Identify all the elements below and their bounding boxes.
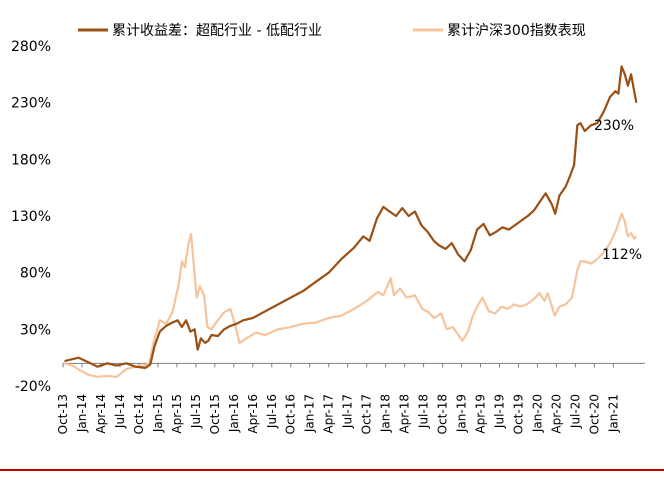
x-axis-ticks: Oct-13 Jan-14 Apr-14 Jul-14 Oct-14 Jan-15 Apr-… — [56, 363, 620, 434]
x-tick-label: Jan-19 — [455, 394, 469, 433]
x-tick-label: Jan-17 — [303, 394, 317, 433]
y-tick-label: 230% — [11, 96, 51, 112]
x-tick-label: Oct-16 — [284, 394, 298, 434]
x-tick-label: Jul-15 — [189, 394, 203, 429]
x-tick-label: Jan-21 — [606, 394, 620, 433]
x-tick-label: Oct-17 — [360, 394, 374, 434]
plot-area: 230% 112% — [63, 65, 645, 378]
x-tick-label: Jul-14 — [113, 394, 127, 429]
x-tick-label: Jan-16 — [227, 394, 241, 433]
y-tick-label: 280% — [11, 39, 51, 55]
x-tick-label: Oct-14 — [132, 394, 146, 434]
x-tick-label: Oct-13 — [56, 394, 70, 434]
x-tick-label: Apr-18 — [398, 394, 412, 434]
y-tick-label: 80% — [20, 266, 51, 282]
x-tick-label: Jul-19 — [493, 394, 507, 429]
x-tick-label: Apr-20 — [549, 394, 563, 434]
x-tick-label: Jul-17 — [341, 394, 355, 429]
legend: 累计收益差：超配行业 - 低配行业 累计沪深300指数表现 — [78, 23, 586, 39]
series-line-excess-return — [64, 65, 638, 369]
x-tick-label: Jul-20 — [568, 394, 582, 429]
x-tick-label: Apr-19 — [474, 394, 488, 434]
x-tick-label: Jan-20 — [530, 394, 544, 433]
y-tick-label: 30% — [20, 322, 51, 338]
series-end-label: 230% — [594, 118, 634, 134]
y-axis-ticks: -20% 30% 80% 130% 180% 230% 280% — [11, 39, 51, 395]
x-tick-label: Jan-14 — [75, 394, 89, 433]
series-end-label: 112% — [602, 247, 642, 263]
legend-label-excess-return: 累计收益差：超配行业 - 低配行业 — [112, 23, 322, 39]
x-tick-label: Oct-15 — [208, 394, 222, 434]
x-tick-label: Jan-15 — [151, 394, 165, 433]
x-tick-label: Oct-19 — [511, 394, 525, 434]
x-tick-label: Apr-17 — [322, 394, 336, 434]
series-line-csi300 — [64, 212, 638, 378]
x-tick-label: Jul-18 — [417, 394, 431, 429]
x-tick-label: Oct-20 — [587, 394, 601, 434]
y-tick-label: 180% — [11, 152, 51, 168]
x-tick-label: Jul-16 — [265, 394, 279, 429]
y-tick-label: 130% — [11, 209, 51, 225]
x-tick-label: Apr-16 — [246, 394, 260, 434]
y-tick-label: -20% — [15, 379, 51, 395]
x-tick-label: Oct-18 — [436, 394, 450, 434]
x-tick-label: Apr-14 — [94, 394, 108, 434]
legend-label-csi300: 累计沪深300指数表现 — [447, 23, 586, 39]
x-tick-label: Apr-15 — [170, 394, 184, 434]
x-tick-label: Jan-18 — [379, 394, 393, 433]
